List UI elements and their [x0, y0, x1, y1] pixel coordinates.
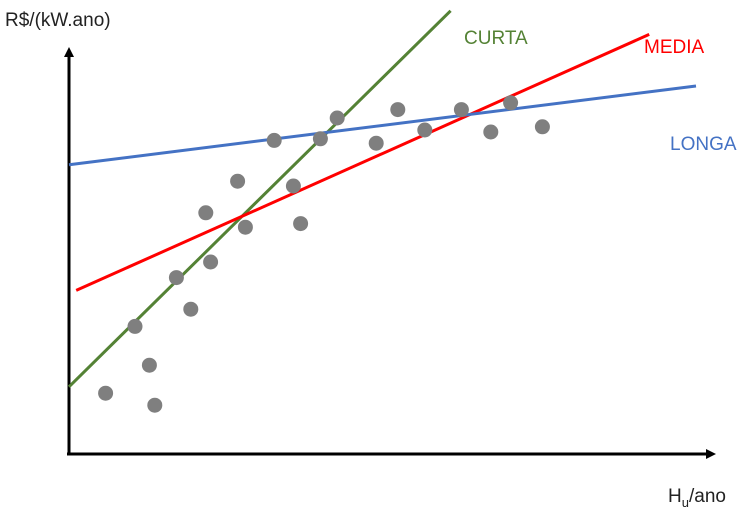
data-point — [312, 131, 328, 147]
data-point — [127, 318, 143, 334]
data-point — [329, 110, 345, 126]
data-point — [168, 270, 184, 286]
data-point — [483, 124, 499, 140]
data-point — [183, 301, 199, 317]
series-label-media: MEDIA — [644, 37, 705, 58]
series-label-curta: CURTA — [464, 28, 528, 49]
data-point — [230, 173, 246, 189]
data-point — [534, 119, 550, 135]
data-point — [198, 205, 214, 221]
data-point — [503, 95, 519, 111]
data-point — [368, 135, 384, 151]
data-point — [203, 254, 219, 270]
trend-line-media — [75, 33, 650, 292]
data-point — [147, 397, 163, 413]
data-point — [453, 102, 469, 118]
data-point — [237, 219, 253, 235]
data-point — [98, 385, 114, 401]
trend-line-longa — [68, 84, 697, 167]
data-point — [390, 102, 406, 118]
y-axis-label: R$/(kW.ano) — [5, 10, 111, 31]
x-axis-label: Hu/ano — [668, 486, 726, 510]
data-point — [141, 357, 157, 373]
series-label-longa: LONGA — [670, 134, 737, 155]
trend-line-curta — [67, 9, 452, 388]
data-point — [266, 132, 282, 148]
data-point — [417, 122, 433, 138]
data-point — [285, 178, 301, 194]
data-point — [293, 216, 309, 232]
